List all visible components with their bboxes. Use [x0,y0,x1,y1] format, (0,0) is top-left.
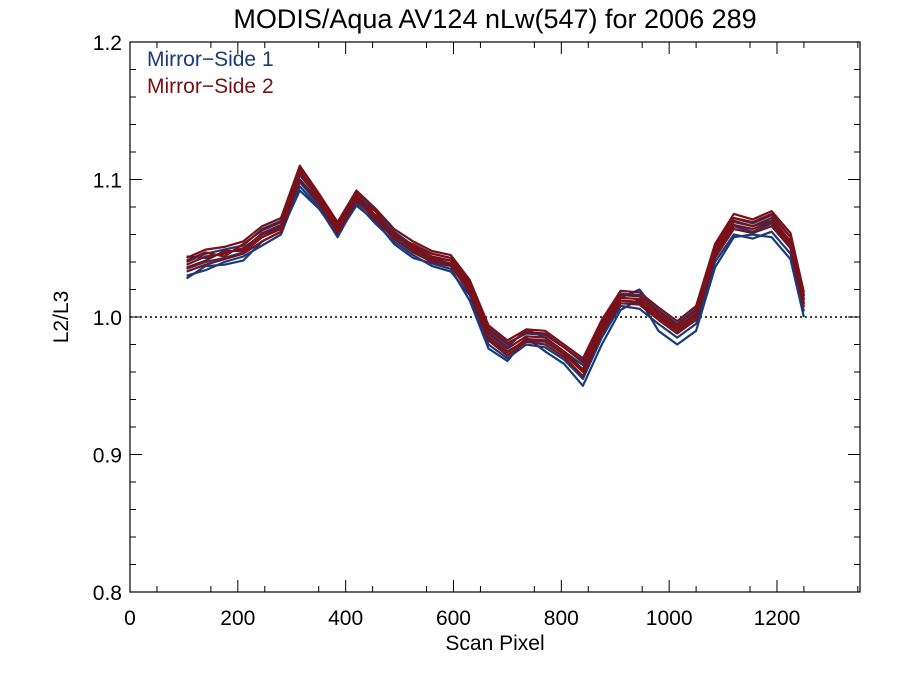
y-tick-label: 0.9 [93,445,122,468]
chart-title: MODIS/Aqua AV124 nLw(547) for 2006 289 [233,4,756,34]
y-tick-label: 1.2 [93,32,122,55]
y-axis-label: L2/L3 [50,291,73,344]
x-tick-label: 200 [220,607,255,630]
y-tick-label: 1.0 [93,307,122,330]
legend-item-mirror-side-2: Mirror−Side 2 [147,75,274,98]
legend-item-mirror-side-1: Mirror−Side 1 [147,48,274,71]
series-line-mirror-side-2 [186,168,805,364]
x-tick-label: 1000 [646,607,693,630]
x-tick-label: 0 [124,607,136,630]
x-tick-label: 600 [436,607,471,630]
series-line-mirror-side-1 [185,189,805,387]
x-tick-label: 800 [544,607,579,630]
series-lines [185,164,805,387]
y-tick-label: 1.1 [93,170,122,193]
y-tick-labels: 0.8 0.9 1.0 1.1 1.2 [93,32,122,605]
x-tick-label: 1200 [754,607,801,630]
y-tick-label: 0.8 [93,582,122,605]
axis-ticks [129,41,860,593]
x-tick-labels: 0 200 400 600 800 1000 1200 [124,607,800,630]
x-tick-label: 400 [328,607,363,630]
x-axis-label: Scan Pixel [445,632,544,655]
